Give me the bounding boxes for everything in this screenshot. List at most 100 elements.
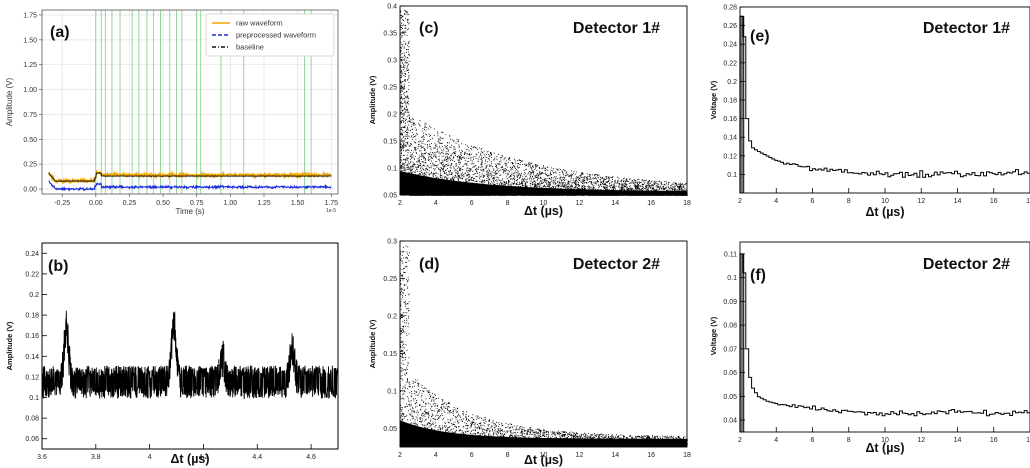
x-axis-label: Δt (µs) [865, 441, 904, 455]
x-tick-label: 14 [954, 437, 962, 444]
y-tick-label: 0.08 [25, 416, 39, 423]
x-tick-label: 16 [990, 437, 998, 444]
x-tick-label: 4 [434, 200, 438, 207]
panel-label: (e) [750, 28, 770, 45]
x-tick-label: 4 [434, 452, 438, 459]
x-tick-label: 4 [774, 437, 778, 444]
x-tick-label: 8 [847, 437, 851, 444]
x-tick-label: 4 [148, 454, 152, 461]
panel-label: (b) [48, 258, 68, 275]
x-tick-label: 0.50 [156, 200, 170, 207]
y-axis-label: Amplitude (V) [5, 77, 14, 126]
preprocessed-waveform-series [48, 180, 332, 192]
x-tick-label: -0.25 [54, 200, 70, 207]
legend-entry: baseline [236, 43, 264, 52]
x-tick-label: 4.6 [306, 454, 316, 461]
panel-e: 2 4 6 8 10 12 14 16 18 0.1 0.12 0.14 0.16 0.18 0.2 0.22… [709, 5, 1030, 219]
event-scatter-points [400, 9, 688, 196]
y-tick-label: 0.16 [25, 333, 39, 340]
x-tick-label: 12 [917, 437, 925, 444]
x-axis-label: Δt (µs) [865, 205, 904, 219]
x-tick-label: 10 [881, 198, 889, 205]
y-tick-label: 0.05 [383, 193, 397, 200]
y-tick-label: 0.25 [383, 85, 397, 92]
y-tick-label: 0.25 [383, 276, 397, 283]
panel-label: (f) [750, 267, 766, 284]
x-tick-label: 4.2 [199, 454, 209, 461]
y-tick-label: 0.2 [387, 112, 397, 119]
x-tick-label: 6 [811, 437, 815, 444]
y-tick-label: 0.3 [387, 58, 397, 65]
x-tick-label: 12 [575, 452, 583, 459]
panel-title: Detector 2# [573, 256, 660, 273]
histogram-trace [739, 253, 1030, 432]
y-tick-label: 0.18 [723, 98, 737, 105]
x-tick-label: 10 [881, 437, 889, 444]
x-tick-label: 2 [738, 437, 742, 444]
panel-label: (a) [50, 24, 70, 41]
x-tick-label: 18 [683, 200, 691, 207]
y-axis-label: Amplitude (V) [368, 319, 377, 368]
y-tick-label: 0.12 [723, 153, 737, 160]
panel-title: Detector 1# [573, 20, 660, 37]
legend-entry: raw waveform [236, 19, 283, 28]
y-tick-label: 0.75 [23, 112, 37, 119]
x-tick-label: 18 [1026, 437, 1030, 444]
y-tick-label: 0.4 [387, 4, 397, 11]
x-tick-label: 12 [917, 198, 925, 205]
x-axis-label: Δt (µs) [170, 452, 209, 466]
x-tick-label: 1.50 [291, 200, 305, 207]
baseline-series [48, 172, 332, 182]
y-tick-label: 0.04 [723, 418, 737, 425]
x-tick-label: 3.6 [37, 454, 47, 461]
x-tick-label: 2 [398, 452, 402, 459]
legend-box [205, 13, 335, 57]
y-tick-label: 0.2 [387, 313, 397, 320]
x-tick-label: 10 [540, 200, 548, 207]
y-tick-label: 0.05 [723, 394, 737, 401]
panel-title: Detector 1# [923, 20, 1010, 37]
y-tick-label: 0.15 [383, 351, 397, 358]
y-axis-label: Amplitude (V) [5, 321, 14, 370]
y-tick-label: 1.00 [23, 87, 37, 94]
waveform-trace [41, 310, 339, 400]
x-tick-label: 10 [540, 452, 548, 459]
x-tick-label: 0.25 [123, 200, 137, 207]
panel-a: -0.25 0.00 0.25 0.50 0.75 1.00 1.25 1.50 1.75 0.0… [5, 9, 339, 216]
y-tick-label: 0.24 [723, 42, 737, 49]
legend-entry: preprocessed waveform [236, 31, 316, 40]
x-tick-label: 18 [1026, 198, 1030, 205]
y-tick-label: 0.1 [727, 275, 737, 282]
x-tick-label: 4 [774, 198, 778, 205]
x-tick-label: 1.25 [257, 200, 271, 207]
y-tick-label: 0.26 [723, 23, 737, 30]
y-tick-label: 0.08 [723, 323, 737, 330]
y-tick-label: 0.09 [723, 299, 737, 306]
plot-frame [41, 9, 339, 195]
x-tick-label: 8 [506, 200, 510, 207]
x-tick-label: 1.75 [324, 200, 338, 207]
panel-b: 3.6 3.8 4 4.2 4.4 4.6 0.06 0.08 0.1 0.12 0.14 0.16 0… [5, 242, 339, 466]
y-tick-label: 1.75 [23, 12, 37, 19]
y-tick-label: 1.50 [23, 37, 37, 44]
x-tick-label: 0.75 [190, 200, 204, 207]
x-tick-label: 14 [611, 200, 619, 207]
x-tick-label: 3.8 [91, 454, 101, 461]
x-tick-label: 6 [470, 452, 474, 459]
panel-label: (c) [419, 20, 439, 37]
y-tick-label: 0.1 [727, 172, 737, 179]
x-tick-label: 2 [398, 200, 402, 207]
x-tick-label: 6 [811, 198, 815, 205]
x-tick-label: 6 [470, 200, 474, 207]
y-tick-label: 0.16 [723, 116, 737, 123]
y-axis-label: Voltage (V) [709, 316, 718, 355]
y-tick-label: 0.1 [387, 166, 397, 173]
x-axis-label: Δt (µs) [524, 453, 563, 467]
x-tick-label: 8 [847, 198, 851, 205]
y-tick-label: 0.3 [387, 239, 397, 246]
y-tick-label: 0.07 [723, 346, 737, 353]
x-tick-label: 14 [611, 452, 619, 459]
x-tick-label: 16 [647, 200, 655, 207]
y-tick-label: 0.06 [25, 436, 39, 443]
x-tick-label: 2 [738, 198, 742, 205]
